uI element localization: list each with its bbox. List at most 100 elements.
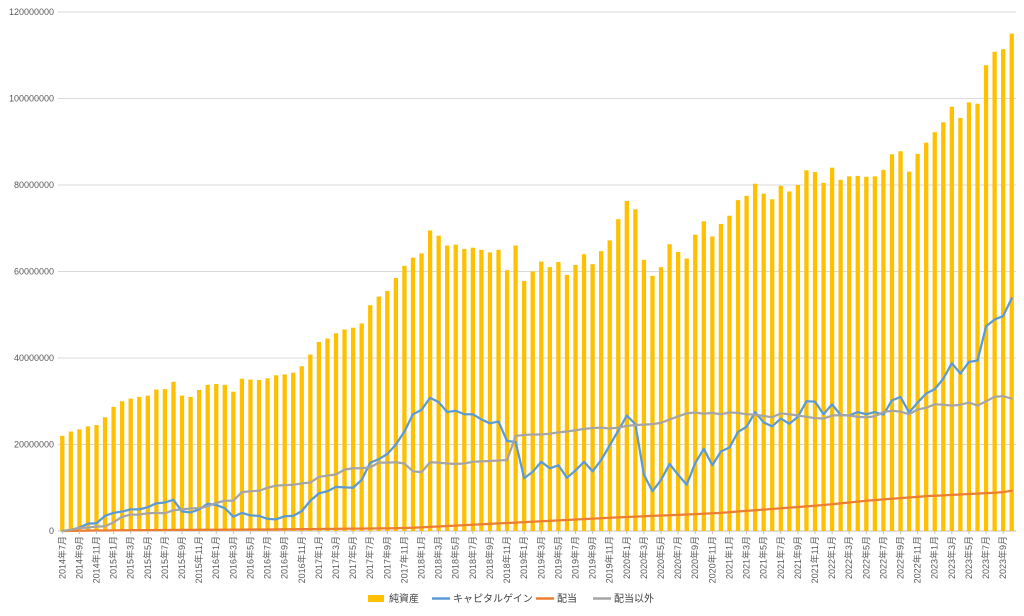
x-tick-label: 2019年1月 — [518, 536, 529, 579]
x-tick-label: 2015年1月 — [108, 536, 119, 579]
bar — [624, 201, 629, 531]
bar — [804, 170, 809, 532]
bar — [581, 254, 587, 531]
y-tick-label: 20000000 — [14, 440, 54, 450]
x-tick-label: 2022年11月 — [912, 536, 923, 583]
bar — [402, 265, 407, 531]
x-tick-label: 2019年9月 — [587, 536, 598, 579]
x-tick-label: 2023年3月 — [946, 536, 957, 579]
x-tick-label: 2020年1月 — [621, 536, 632, 579]
x-tick-label: 2014年11月 — [90, 536, 101, 583]
bar — [616, 219, 621, 532]
y-tick-label: 120000000 — [9, 7, 54, 17]
x-tick-label: 2016年9月 — [279, 536, 290, 579]
bar — [154, 389, 159, 531]
x-tick-label: 2016年3月 — [227, 536, 238, 579]
x-tick-label: 2018年5月 — [450, 536, 461, 579]
bar — [761, 193, 766, 531]
x-tick-label: 2021年11月 — [809, 536, 820, 583]
legend-item: 配当以外 — [593, 592, 654, 605]
x-tick-label: 2021年7月 — [775, 536, 786, 579]
bar — [881, 169, 886, 532]
bar — [667, 244, 672, 531]
bar-series-net-assets — [60, 33, 1014, 532]
bar — [821, 182, 826, 531]
bar — [650, 275, 655, 531]
bar — [239, 378, 245, 531]
bar — [872, 176, 878, 531]
x-tick-label: 2022年9月 — [895, 536, 906, 579]
bar — [778, 185, 783, 532]
legend-item: 純資産 — [368, 592, 419, 605]
bar — [316, 341, 322, 531]
x-tick-label: 2019年3月 — [535, 536, 546, 579]
x-tick-label: 2021年5月 — [758, 536, 769, 579]
bar — [966, 102, 972, 531]
x-tick-label: 2023年1月 — [929, 536, 940, 579]
bar — [864, 176, 869, 531]
bar — [539, 261, 544, 531]
bar — [889, 154, 895, 532]
x-tick-label: 2021年1月 — [723, 536, 734, 579]
legend-item: キャピタルゲイン — [432, 593, 533, 605]
x-tick-label: 2019年7月 — [569, 536, 580, 579]
bar — [932, 132, 937, 532]
x-axis: 2014年7月 2014年9月 2014年11月 2015年1月 2015年3月 2015… — [56, 531, 1008, 583]
bar — [513, 245, 518, 532]
x-tick-label: 2016年1月 — [210, 536, 221, 579]
x-tick-label: 2020年3月 — [638, 536, 649, 579]
series-line-non-dividend — [61, 394, 1013, 533]
bar — [368, 305, 373, 531]
bar — [710, 236, 715, 531]
bar — [427, 230, 433, 531]
legend-label: 純資産 — [389, 592, 419, 605]
bar — [718, 223, 724, 532]
x-tick-label: 2016年11月 — [296, 536, 307, 583]
bar — [419, 253, 424, 531]
x-tick-label: 2023年7月 — [980, 536, 991, 579]
bar — [941, 122, 946, 531]
legend-label: 配当以外 — [614, 592, 654, 605]
bar — [547, 267, 552, 531]
bar — [162, 389, 168, 531]
x-tick-label: 2016年5月 — [244, 536, 255, 579]
bar — [325, 338, 330, 531]
bar — [60, 435, 65, 531]
bar — [231, 391, 236, 531]
bar — [744, 195, 749, 531]
bar — [291, 372, 296, 531]
bar — [847, 176, 852, 531]
bar — [282, 374, 287, 531]
bar — [1009, 33, 1014, 531]
bar — [949, 106, 954, 531]
y-tick-label: 80000000 — [14, 180, 54, 190]
bar — [299, 366, 304, 531]
x-tick-label: 2020年7月 — [672, 536, 683, 579]
bar — [453, 244, 458, 531]
y-tick-label: 100000000 — [9, 94, 54, 104]
bar — [385, 290, 390, 531]
bar — [906, 171, 912, 531]
y-axis: 0 20000000 40000000 60000000 80000000 1000000… — [9, 7, 54, 536]
bar — [265, 378, 270, 531]
bar — [248, 379, 253, 531]
bar — [137, 396, 142, 531]
bar — [479, 249, 484, 531]
bar — [145, 395, 150, 531]
bar — [171, 381, 176, 531]
bar — [77, 429, 82, 531]
bar — [128, 398, 133, 531]
x-tick-label: 2018年3月 — [433, 536, 444, 579]
bar — [94, 425, 99, 531]
bar — [496, 249, 501, 531]
bar — [915, 153, 920, 532]
bar — [111, 406, 116, 531]
x-tick-label: 2018年11月 — [501, 536, 512, 583]
x-tick-label: 2017年1月 — [313, 536, 324, 579]
x-tick-label: 2015年9月 — [176, 536, 187, 579]
bar — [436, 235, 441, 532]
bar — [522, 281, 527, 531]
x-tick-label: 2018年1月 — [416, 536, 427, 579]
bar — [658, 267, 664, 531]
